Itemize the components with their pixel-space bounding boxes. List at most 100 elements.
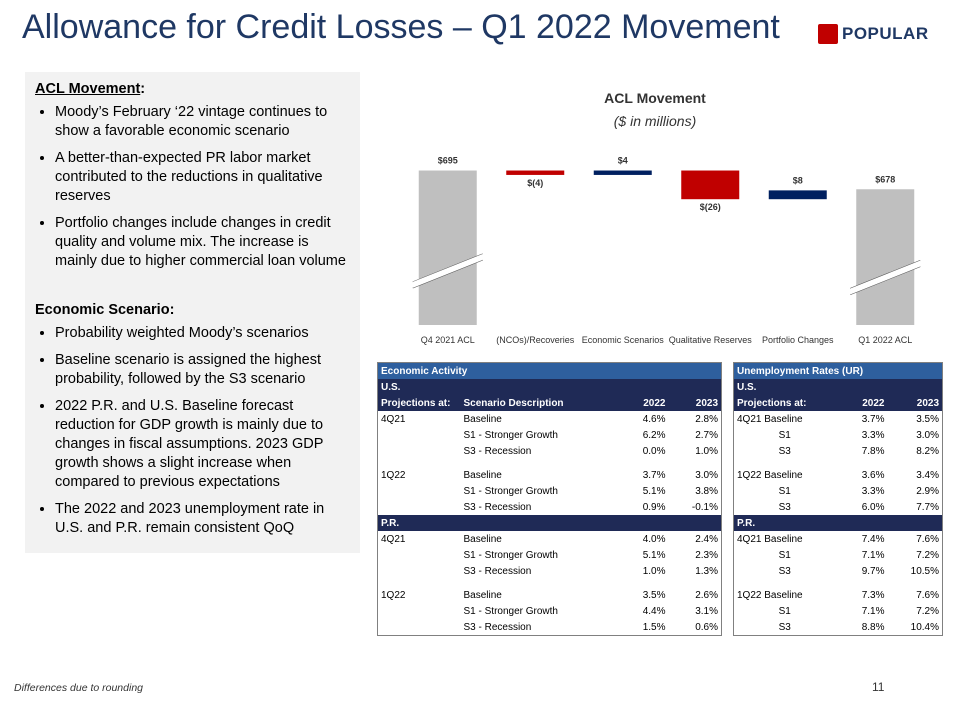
data-row: 1Q22 Baseline 7.3% 7.6% [734,587,943,603]
data-label: $4 [618,156,628,166]
logo-text: POPULAR [842,24,929,43]
spacer [35,279,350,301]
title-row: Unemployment Rates (UR) [733,362,943,379]
table-cell: 1.3% [695,565,719,577]
table-title: Unemployment Rates (UR) [733,362,943,379]
table-title: Economic Activity [377,362,722,379]
table-cell: 4Q21 Baseline [737,533,803,545]
table-cell: 3.1% [695,605,719,617]
table-cell: Baseline [463,533,502,545]
header-row: Projections at: 2022 2023 [733,395,943,411]
table-cell: 7.7% [916,501,940,513]
table-cell: 6.2% [642,429,666,441]
data-row: 4Q21 Baseline 4.0% 2.4% [378,531,722,547]
bullet: A better-than-expected PR labor market c… [55,149,350,206]
table-cell: S3 [778,565,791,577]
data-row: 1Q22 Baseline 3.5% 2.6% [378,587,722,603]
section-row: P.R. [733,515,943,531]
logo-icon [818,24,838,44]
bullet: The 2022 and 2023 unemployment rate in U… [55,500,350,538]
data-row: S1 - Stronger Growth 6.2% 2.7% [378,427,722,443]
column-header: Projections at: [733,395,836,411]
bullet-list: Moody’s February ‘22 vintage continues t… [35,103,350,271]
table-cell: 2.7% [695,429,719,441]
section-name: U.S. [377,379,722,395]
table-cell: S3 - Recession [463,565,532,577]
period-cell: 4Q21 [381,413,406,425]
period-cell: 1Q22 [381,469,406,481]
bar [768,190,827,200]
panel-heading-text: ACL Movement [35,81,141,97]
data-row: S3 9.7% 10.5% [734,563,943,579]
table-cell: 7.1% [861,605,885,617]
slide-title: Allowance for Credit Losses – Q1 2022 Mo… [22,8,780,46]
data-label: $678 [875,174,895,184]
panel-heading: Economic Scenario: [35,302,175,318]
section-row: P.R. [377,515,722,531]
table-cell: 3.5% [642,589,666,601]
waterfall-chart: ACL Movement ($ in millions) Q4 2021 ACL… [412,90,921,345]
commentary-panel: ACL Movement: Moody’s February ‘22 vinta… [25,72,360,553]
table-cell: -0.1% [691,501,719,513]
table-cell: 1Q22 Baseline [737,469,803,481]
header-row: Projections at: Scenario Description 2022 2… [377,395,722,411]
table-cell: 4.4% [642,605,666,617]
period-cell: 1Q22 [381,589,406,601]
table-cell: 1.0% [642,565,666,577]
economic-activity-table: Economic Activity U.S. Projections at: Scen… [377,362,723,636]
table-cell: 0.0% [642,445,666,457]
table-cell: 2.4% [695,533,719,545]
section-row: U.S. [733,379,943,395]
table-cell: 7.6% [916,533,940,545]
table-cell: 3.3% [861,429,885,441]
period-cell [378,547,461,563]
table-cell: Baseline [463,469,502,481]
period-cell [378,563,461,579]
table-cell: 9.7% [861,565,885,577]
table-cell: 2.6% [695,589,719,601]
spacer-cell [378,459,722,467]
data-label: $(4) [527,178,543,188]
x-tick-label: (NCOs)/Recoveries [496,335,575,345]
bar [681,170,740,200]
table-cell: 3.4% [916,469,940,481]
table-cell: 3.7% [861,413,885,425]
data-row: S1 7.1% 7.2% [734,547,943,563]
table-cell: 0.9% [642,501,666,513]
data-row: 4Q21 Baseline 4.6% 2.8% [378,411,722,427]
table-cell: 4.6% [642,413,666,425]
table-cell: 7.2% [916,605,940,617]
data-row: S1 - Stronger Growth 4.4% 3.1% [378,603,722,619]
bullet: Baseline scenario is assigned the highes… [55,351,350,389]
data-row: S1 3.3% 3.0% [734,427,943,443]
table-cell: S3 - Recession [463,445,532,457]
data-row: S3 7.8% 8.2% [734,443,943,459]
table-cell: 8.8% [861,621,885,633]
table-cell: S3 [778,501,791,513]
data-row: S3 6.0% 7.7% [734,499,943,515]
title-row: Economic Activity [377,362,722,379]
spacer-row [734,579,943,587]
table-cell: 3.0% [695,469,719,481]
table-cell: S1 [778,605,791,617]
data-row: 1Q22 Baseline 3.7% 3.0% [378,467,722,483]
table-cell: Baseline [463,589,502,601]
data-row: S1 7.1% 7.2% [734,603,943,619]
data-row: 4Q21 Baseline 3.7% 3.5% [734,411,943,427]
column-header: Scenario Description [460,395,611,411]
section-name: P.R. [733,515,943,531]
table-cell: 0.6% [695,621,719,633]
spacer-cell [734,579,943,587]
table-cell: 2.3% [695,549,719,561]
table-cell: Baseline [463,413,502,425]
axis-break-gap [412,253,483,288]
bullet: 2022 P.R. and U.S. Baseline forecast red… [55,397,350,492]
data-label: $695 [438,156,458,166]
table-cell: 4Q21 Baseline [737,413,803,425]
x-tick-label: Q1 2022 ACL [858,335,912,345]
table-cell: 1Q22 Baseline [737,589,803,601]
bar [856,189,915,325]
data-row: S1 3.3% 2.9% [734,483,943,499]
table-cell: 7.6% [916,589,940,601]
bullet: Probability weighted Moody’s scenarios [55,324,350,343]
